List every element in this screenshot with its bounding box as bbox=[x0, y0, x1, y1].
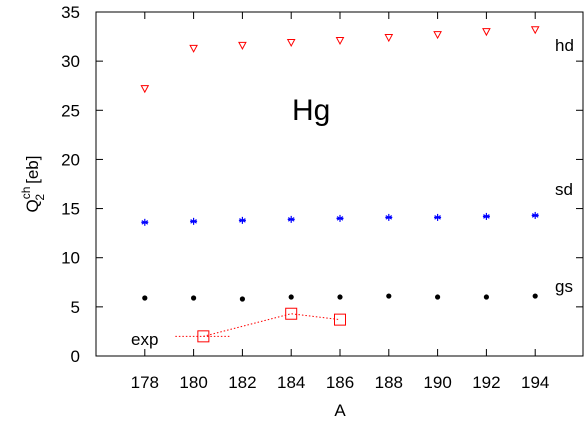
x-tick-label-178: 178 bbox=[131, 373, 159, 392]
sd-point-1 bbox=[190, 217, 198, 225]
gs-point-8 bbox=[532, 293, 538, 299]
sd-point-3 bbox=[287, 215, 295, 223]
sd-point-2 bbox=[238, 216, 246, 224]
gs-point-4 bbox=[337, 294, 343, 300]
x-tick-label-194: 194 bbox=[521, 373, 549, 392]
y-tick-label-30: 30 bbox=[61, 52, 80, 71]
x-tick-label-182: 182 bbox=[228, 373, 256, 392]
x-tick-label-186: 186 bbox=[326, 373, 354, 392]
hd-point-6 bbox=[433, 31, 442, 40]
sd-point-8 bbox=[531, 211, 539, 219]
x-tick-label-190: 190 bbox=[423, 373, 451, 392]
sd-point-4 bbox=[336, 214, 344, 222]
y-tick-label-5: 5 bbox=[71, 298, 80, 317]
y-tick-label-0: 0 bbox=[71, 347, 80, 366]
sd-point-0 bbox=[141, 218, 149, 226]
gs-point-6 bbox=[435, 294, 441, 300]
y-tick-label-15: 15 bbox=[61, 200, 80, 219]
series-exp bbox=[197, 307, 346, 343]
y-tick-label-25: 25 bbox=[61, 101, 80, 120]
hd-point-1 bbox=[189, 44, 198, 53]
gs-point-1 bbox=[191, 295, 197, 301]
labels: A Qch2[eb] Hg hd sd gs exp bbox=[19, 36, 574, 420]
x-tick-label-180: 180 bbox=[179, 373, 207, 392]
gs-point-3 bbox=[288, 294, 294, 300]
sd-point-5 bbox=[385, 213, 393, 221]
series-hd bbox=[140, 26, 540, 94]
exp-point-2 bbox=[334, 313, 346, 326]
hd-point-5 bbox=[384, 34, 394, 43]
hd-point-7 bbox=[482, 28, 491, 37]
gs-point-0 bbox=[142, 295, 148, 301]
series-sd bbox=[141, 211, 539, 226]
hd-point-0 bbox=[140, 85, 150, 94]
x-tick-label-184: 184 bbox=[277, 373, 305, 392]
exp-point-1 bbox=[285, 307, 298, 320]
hd-point-8 bbox=[530, 26, 540, 35]
hd-point-2 bbox=[238, 41, 247, 50]
hd-point-4 bbox=[335, 37, 345, 46]
y-tick-label-35: 35 bbox=[61, 3, 80, 22]
chart-title: Hg bbox=[292, 94, 330, 127]
sd-point-6 bbox=[434, 213, 442, 221]
series-gs bbox=[142, 293, 538, 302]
ticks: 178 180 182 184 186 188 190 192 194 0 5 10 15 20 25 30 3… bbox=[61, 3, 583, 392]
y-tick-label-20: 20 bbox=[61, 150, 80, 169]
sd-point-7 bbox=[482, 212, 490, 220]
series-line-exp bbox=[203, 313, 341, 337]
series-label-hd: hd bbox=[555, 36, 574, 55]
axes bbox=[95, 11, 584, 357]
x-tick-label-192: 192 bbox=[472, 373, 500, 392]
gs-point-5 bbox=[386, 293, 392, 299]
data-marks bbox=[140, 26, 540, 343]
y-tick-label-10: 10 bbox=[61, 249, 80, 268]
series-label-sd: sd bbox=[555, 180, 573, 199]
plot-frame bbox=[95, 11, 584, 357]
gs-point-7 bbox=[483, 294, 489, 300]
series-label-exp: exp bbox=[131, 330, 158, 349]
hd-point-3 bbox=[286, 38, 296, 48]
x-tick-label-188: 188 bbox=[375, 373, 403, 392]
gs-point-2 bbox=[239, 296, 245, 302]
series-label-gs: gs bbox=[555, 277, 573, 296]
y-axis-label: Qch2[eb] bbox=[19, 156, 47, 213]
x-axis-label: A bbox=[334, 401, 346, 420]
